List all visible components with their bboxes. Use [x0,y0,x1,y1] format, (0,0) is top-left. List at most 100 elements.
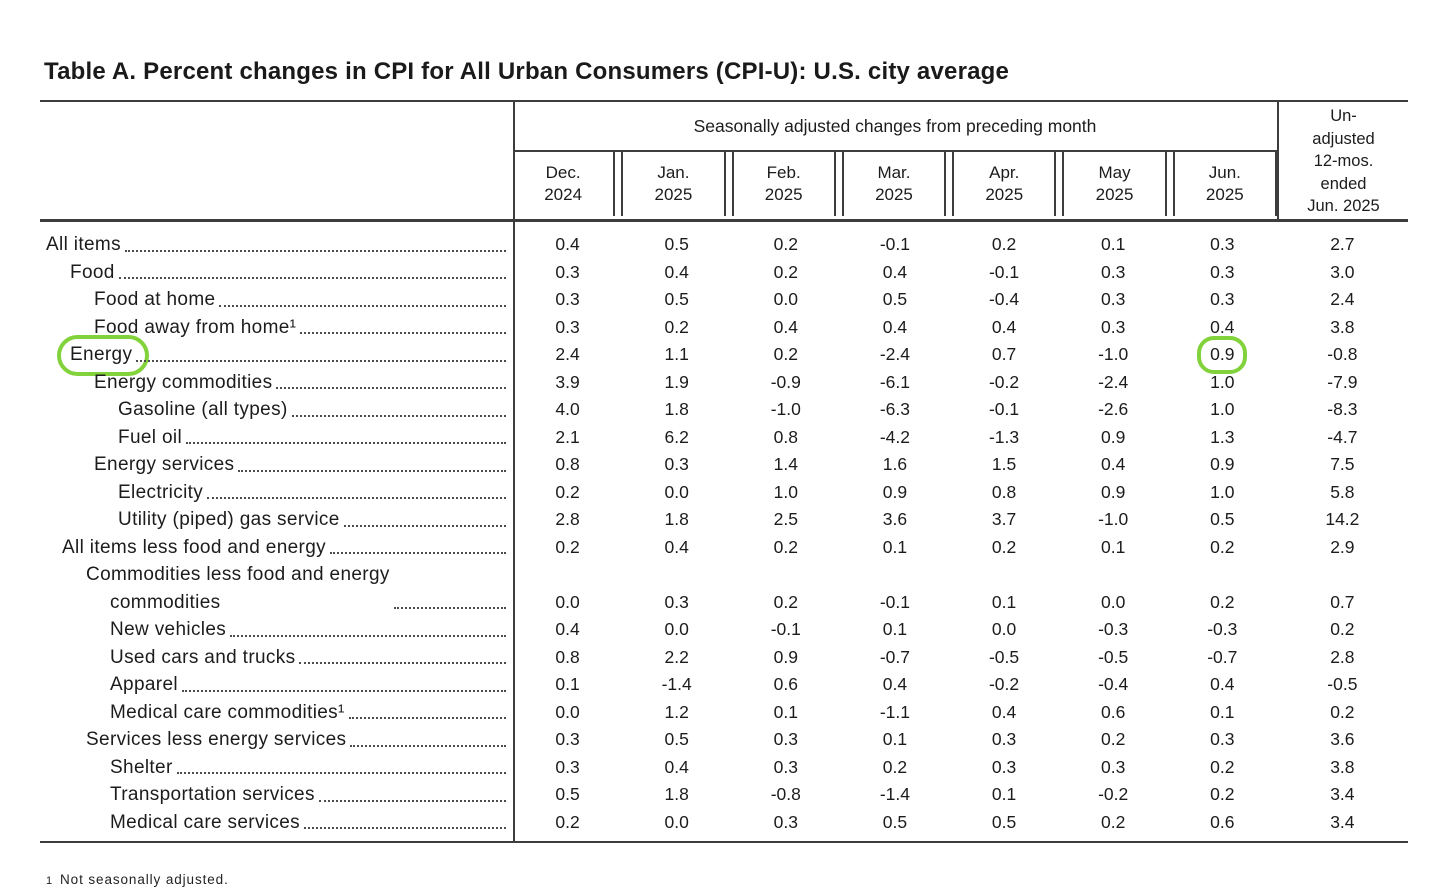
value-cell: 0.2 [950,231,1059,259]
value-cell: -0.1 [840,231,949,259]
value-text: 0.9 [882,481,908,502]
value-text: 0.7 [1330,591,1355,612]
value-cell: 1.0 [1168,369,1277,397]
table-row: Commodities less food and energy commodi… [40,561,1408,616]
row-stub: Medical care commodities¹ [40,699,513,727]
value-text: -2.6 [1098,399,1129,419]
value-cell: -0.1 [840,589,949,617]
value-cell: -0.8 [1277,341,1408,369]
value-text: 2.8 [1330,646,1355,667]
value-cell: 0.2 [1277,616,1408,644]
value-text: 0.4 [555,619,580,639]
value-cell: 0.2 [731,259,840,287]
value-text: 0.4 [773,316,798,337]
value-text: -0.2 [988,674,1020,694]
value-text: 0.2 [555,811,580,832]
value-text: -0.2 [1098,784,1129,804]
value-cell: -0.3 [1168,616,1277,644]
value-cell: 0.4 [950,699,1059,727]
value-text: 2.1 [555,426,580,447]
value-cell: 0.1 [840,726,949,754]
seasonally-adjusted-group: Seasonally adjusted changes from precedi… [513,102,1277,219]
value-text: 3.8 [1330,316,1355,337]
value-text: -0.1 [879,234,911,254]
value-cell: 0.3 [1059,259,1168,287]
value-text: 1.0 [1210,481,1235,502]
value-cell: 0.3 [513,314,622,342]
dot-leader [219,304,506,307]
value-cell: 0.5 [513,781,622,809]
row-stub: Used cars and trucks [40,644,513,672]
value-cell: 0.2 [731,534,840,562]
value-text: 3.7 [991,509,1017,529]
value-text: 0.3 [773,729,798,749]
value-cell: 0.3 [731,809,840,837]
value-cell: 0.4 [950,314,1059,342]
value-cell: 3.6 [1277,726,1408,754]
value-text: 2.2 [664,646,689,667]
value-text: -1.1 [879,701,911,722]
value-cell: 0.4 [513,231,622,259]
value-text: -0.7 [1207,646,1238,667]
value-text: 0.4 [555,234,580,254]
value-cell: 0.5 [840,286,949,314]
row-label: Gasoline (all types) [118,399,288,420]
value-cell: 0.3 [622,589,731,617]
value-text: -0.5 [1327,674,1358,694]
value-text: 0.7 [991,344,1017,364]
value-text: 0.3 [1101,316,1126,337]
table-row: Shelter 0.3 0.4 0.3 0.2 0.3 0.3 0.2 3.8 [40,754,1408,782]
value-cell: -1.4 [840,781,949,809]
value-cell: -0.1 [950,259,1059,287]
value-cell: 2.2 [622,644,731,672]
value-cell: 3.8 [1277,314,1408,342]
value-text: 0.2 [991,536,1017,557]
value-cell: 0.3 [1168,726,1277,754]
value-text: 1.6 [882,454,908,474]
value-cell: 3.9 [513,369,622,397]
row-label: Utility (piped) gas service [118,509,340,530]
value-cell: 0.1 [1059,534,1168,562]
value-text: 2.5 [773,509,798,529]
value-cell: 3.0 [1277,259,1408,287]
value-text: 7.5 [1330,454,1355,474]
value-text: 0.3 [664,591,689,612]
value-cell: 2.4 [1277,286,1408,314]
row-label: All items [46,234,121,255]
row-label: Used cars and trucks [110,646,296,668]
value-cell: 3.6 [840,506,949,534]
value-text: 0.8 [773,426,798,447]
value-cell: 0.0 [622,809,731,837]
row-stub: Energy commodities [40,369,513,397]
value-text: 3.4 [1330,811,1355,832]
value-cell: 0.4 [731,314,840,342]
value-text: 0.2 [555,481,580,502]
value-cell: -6.3 [840,396,949,424]
value-cell: 0.9 [1168,336,1277,374]
value-cell: 2.8 [513,506,622,534]
value-text: 0.4 [1101,454,1126,474]
value-cell: 3.4 [1277,781,1408,809]
value-cell: 0.1 [950,589,1059,617]
value-cell: 0.3 [1059,286,1168,314]
row-label: Transportation services [110,784,315,805]
dot-leader [207,497,506,499]
value-cell: 0.1 [840,534,949,562]
value-text: 0.5 [664,289,689,309]
value-text: 1.8 [664,784,689,804]
value-text: 0.1 [1210,701,1235,722]
value-cell: 0.4 [840,314,949,342]
value-cell: -2.4 [840,341,949,369]
value-text: 0.5 [664,729,689,749]
row-stub: Utility (piped) gas service [40,506,513,534]
table-row: Food away from home¹ 0.3 0.2 0.4 0.4 0.4 0.3 0.… [40,314,1408,342]
value-text: 0.1 [882,536,908,557]
value-cell: -0.2 [950,369,1059,397]
table-row: Food at home 0.3 0.5 0.0 0.5 -0.4 0.3 0.3 2.4 [40,286,1408,314]
value-text: 0.6 [1210,811,1235,832]
value-cell: 0.4 [622,534,731,562]
value-cell: 0.1 [840,616,949,644]
span-header: Seasonally adjusted changes from precedi… [693,115,1097,136]
column-header: Dec. 2024 [513,152,616,216]
dot-leader [186,442,506,444]
